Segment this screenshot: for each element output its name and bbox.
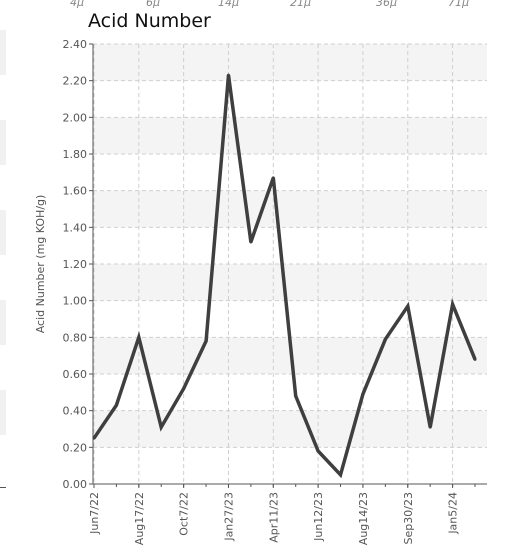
x-tick-label: Oct7/22 <box>178 492 191 536</box>
left-edge-panel-3 <box>0 210 6 255</box>
y-tick-label: 1.00 <box>63 295 88 308</box>
data-point <box>406 304 410 308</box>
y-tick-label: 2.40 <box>63 38 88 51</box>
y-tick-label: 1.60 <box>63 185 88 198</box>
data-point <box>294 394 298 398</box>
y-tick-label: 2.00 <box>63 111 88 124</box>
y-tick-label: 1.80 <box>63 148 88 161</box>
data-point <box>92 436 96 440</box>
data-point <box>249 240 253 244</box>
data-point <box>473 357 477 361</box>
x-tick-label: Aug14/23 <box>357 492 370 545</box>
data-point <box>428 425 432 429</box>
data-point <box>114 403 118 407</box>
data-point <box>451 302 455 306</box>
x-tick-label: Jan27/23 <box>222 492 235 542</box>
x-tick-label: Sep30/23 <box>402 492 415 544</box>
chart-title: Acid Number <box>88 10 211 32</box>
left-edge-dash <box>0 487 6 488</box>
y-tick-label: 2.20 <box>63 75 88 88</box>
data-point <box>137 335 141 339</box>
y-tick-label: 0.20 <box>63 441 88 454</box>
top-axis-tick-label: 6µ <box>146 0 160 9</box>
data-point <box>204 339 208 343</box>
top-axis-tick-label: 36µ <box>376 0 397 9</box>
plot-band <box>93 190 487 228</box>
data-point <box>339 473 343 477</box>
x-tick-label: Aug17/22 <box>133 492 146 545</box>
plot-band <box>93 44 487 81</box>
y-tick-label: 0.60 <box>63 368 88 381</box>
series-line <box>92 74 477 479</box>
left-edge-panel-5 <box>0 390 6 435</box>
top-axis-tick-label: 71µ <box>448 0 469 9</box>
top-axis-tick-label: 14µ <box>218 0 239 9</box>
x-tick-label: Jun7/22 <box>88 492 101 535</box>
plot-band <box>93 117 487 154</box>
top-axis-tick-label: 21µ <box>290 0 311 9</box>
x-tick-label: Apr11/23 <box>267 492 280 543</box>
data-point <box>361 392 365 396</box>
y-tick-label: 0.80 <box>63 331 88 344</box>
data-point <box>383 337 387 341</box>
y-tick-label: 1.40 <box>63 221 88 234</box>
y-axis-label: Acid Number (mg KOH/g) <box>34 195 47 334</box>
x-tick-label: Jan5/24 <box>447 492 460 535</box>
data-point <box>182 387 186 391</box>
y-tick-label: 0.00 <box>63 478 88 491</box>
data-point <box>226 73 230 77</box>
y-tick-label: 1.20 <box>63 258 88 271</box>
data-point <box>316 449 320 453</box>
left-edge-panel-2 <box>0 120 6 165</box>
left-edge-panel-1 <box>0 30 6 75</box>
y-tick-label: 0.40 <box>63 405 88 418</box>
x-tick-label: Jun12/23 <box>312 492 325 542</box>
data-point <box>271 176 275 180</box>
plot-band <box>93 264 487 301</box>
left-edge-panel-4 <box>0 300 6 345</box>
top-axis-tick-label: 4µ <box>70 0 84 9</box>
data-point <box>159 425 163 429</box>
